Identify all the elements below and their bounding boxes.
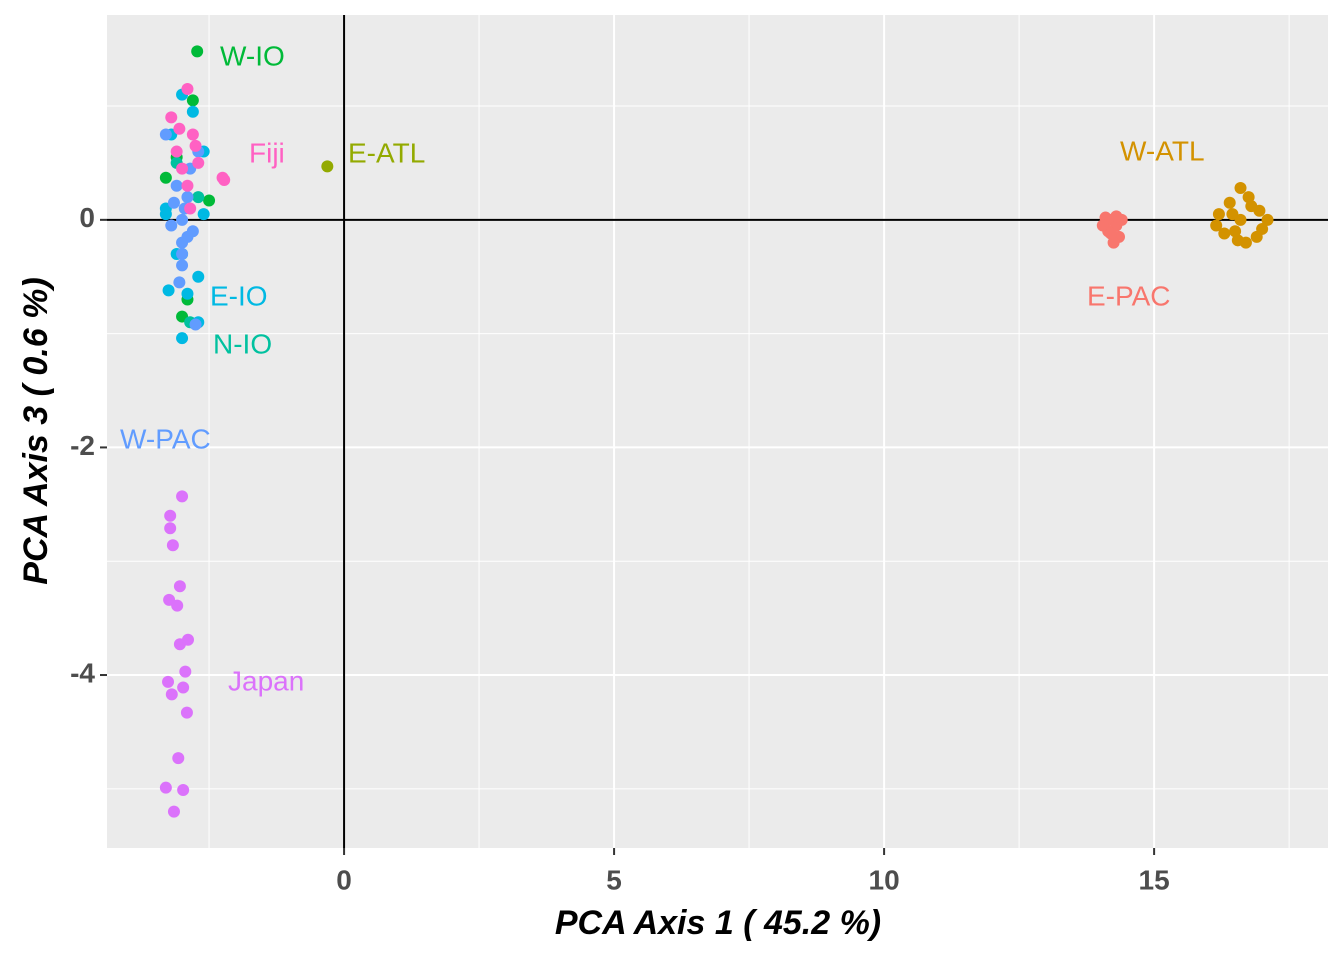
point	[1226, 208, 1239, 221]
point	[1223, 196, 1236, 209]
x-tick-label: 5	[606, 864, 622, 895]
point	[191, 45, 204, 58]
y-tick-label: -4	[70, 657, 95, 688]
x-axis-title: PCA Axis 1 ( 45.2 %)	[555, 904, 881, 942]
group-label: E-IO	[210, 280, 268, 311]
point	[1110, 210, 1123, 223]
point	[173, 276, 186, 289]
point	[173, 122, 186, 135]
point	[172, 752, 185, 765]
group-label: W-IO	[220, 40, 285, 71]
point	[164, 509, 177, 522]
point	[1231, 234, 1244, 247]
point	[1212, 208, 1225, 221]
point	[177, 681, 190, 694]
point	[176, 490, 189, 503]
y-tick-label: 0	[79, 202, 95, 233]
point	[181, 287, 194, 300]
point	[1234, 181, 1247, 194]
group-label: W-PAC	[120, 423, 211, 454]
point	[192, 191, 205, 204]
y-axis-title: PCA Axis 3 ( 0.6 %)	[17, 277, 55, 584]
point	[216, 171, 229, 184]
point	[1210, 219, 1223, 232]
point	[176, 332, 189, 345]
group-label: W-ATL	[1120, 135, 1205, 166]
point	[181, 191, 194, 204]
point	[170, 179, 183, 192]
group-label: E-ATL	[348, 137, 425, 168]
point	[165, 219, 178, 232]
point	[179, 665, 192, 678]
point	[162, 675, 175, 688]
point	[1218, 227, 1231, 240]
point	[166, 539, 179, 552]
point	[1261, 213, 1274, 226]
point	[180, 706, 193, 719]
point	[165, 688, 178, 701]
point	[1104, 227, 1117, 240]
point	[192, 156, 205, 169]
x-tick-label: 15	[1139, 864, 1170, 895]
point	[176, 247, 189, 260]
point	[186, 128, 199, 141]
point	[171, 599, 184, 612]
point	[1242, 191, 1255, 204]
point	[321, 160, 334, 173]
point	[192, 270, 205, 283]
point	[159, 171, 172, 184]
group-label: N-IO	[213, 328, 272, 359]
y-tick-label: -2	[70, 430, 95, 461]
point	[176, 162, 189, 175]
point	[176, 213, 189, 226]
group-label: Japan	[228, 665, 304, 696]
point	[181, 82, 194, 95]
group-label: Fiji	[249, 137, 285, 168]
point	[1096, 219, 1109, 232]
point	[181, 179, 194, 192]
point	[186, 94, 199, 107]
point	[1256, 222, 1269, 235]
point	[164, 522, 177, 535]
point	[159, 781, 172, 794]
point	[182, 633, 195, 646]
point	[186, 105, 199, 118]
point	[177, 783, 190, 796]
point	[167, 805, 180, 818]
point	[176, 259, 189, 272]
x-tick-label: 0	[336, 864, 352, 895]
point	[165, 111, 178, 124]
point	[159, 208, 172, 221]
x-tick-label: 10	[869, 864, 900, 895]
point	[1107, 236, 1120, 249]
point	[1229, 225, 1242, 238]
point	[162, 284, 175, 297]
point	[203, 194, 216, 207]
point	[167, 196, 180, 209]
point	[189, 318, 202, 331]
point	[181, 230, 194, 243]
point	[170, 145, 183, 158]
point	[184, 202, 197, 215]
group-label: E-PAC	[1087, 280, 1171, 311]
point	[197, 208, 210, 221]
point	[1253, 204, 1266, 217]
panel	[107, 15, 1328, 848]
point	[159, 128, 172, 141]
point	[173, 580, 186, 593]
point	[189, 139, 202, 152]
